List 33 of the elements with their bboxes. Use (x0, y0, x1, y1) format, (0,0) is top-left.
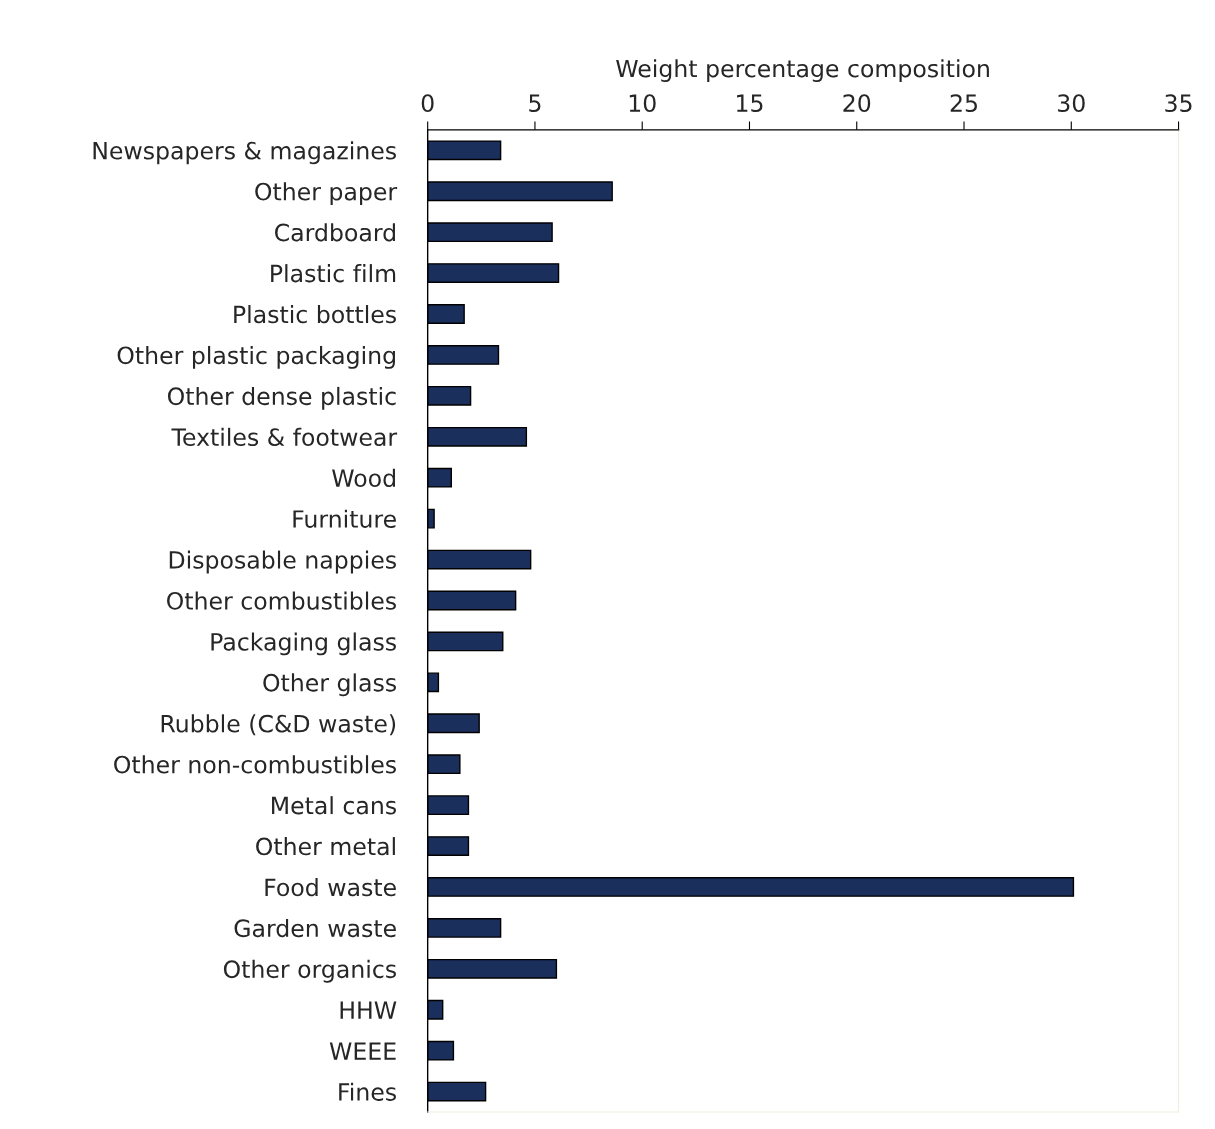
y-tick-label: Plastic bottles (234, 305, 396, 324)
y-tick-label: HHW (340, 1001, 397, 1019)
y-tick-label: Disposable nappies (169, 550, 396, 574)
y-tick-label: Cardboard (275, 223, 395, 242)
y-tick-label: Other plastic packaging (117, 345, 395, 369)
y-tick-label: Textiles & footwear (171, 427, 398, 447)
x-tick-label: 0 (421, 94, 434, 113)
y-tick-label: Other glass (263, 673, 396, 697)
x-tick-label: 5 (529, 94, 541, 113)
y-tick-label: Plastic film (271, 264, 396, 283)
y-tick-label: Garden waste (234, 918, 396, 938)
x-tick-label: 10 (629, 94, 656, 113)
y-tick-label: Newspapers & magazines (93, 141, 396, 165)
y-tick-label: Rubble (C&D waste) (161, 714, 396, 736)
y-tick-label: Furniture (293, 509, 396, 528)
x-tick-label: 30 (1058, 94, 1085, 113)
y-tick-label: Other metal (256, 837, 395, 856)
y-tick-label: Other organics (223, 959, 396, 983)
y-tick-label: Food waste (265, 878, 396, 897)
y-tick-label: Metal cans (272, 796, 396, 815)
y-tick-label: Other paper (255, 182, 398, 206)
x-tick-label: 35 (1165, 94, 1192, 113)
x-tick-label: 20 (843, 94, 871, 113)
y-tick-label: Wood (332, 468, 395, 488)
y-tick-label: Other non-combustibles (114, 755, 396, 774)
y-tick-label: Other combustibles (167, 591, 396, 610)
y-tick-label: Packaging glass (211, 632, 396, 656)
x-tick-label: 15 (737, 94, 763, 113)
x-axis-title: Weight percentage composition (616, 59, 989, 83)
y-tick-label: WEEE (329, 1042, 396, 1060)
x-tick-label: 25 (950, 94, 977, 113)
y-tick-label: Other dense plastic (167, 386, 396, 410)
y-tick-label: Fines (339, 1082, 396, 1101)
